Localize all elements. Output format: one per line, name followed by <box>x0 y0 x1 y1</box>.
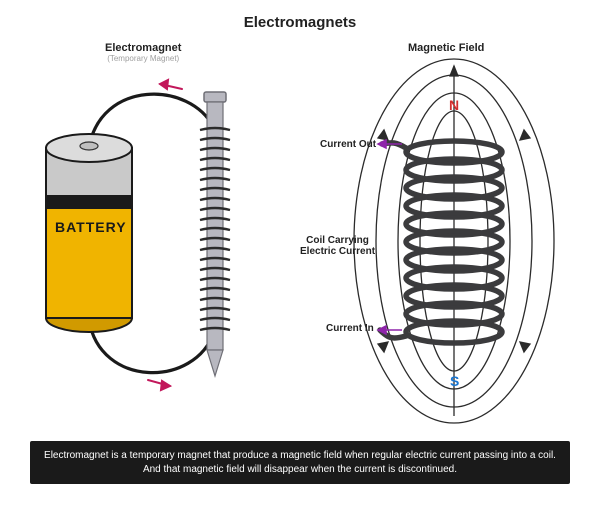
south-pole-label: S <box>450 373 459 389</box>
label-coil: Coil Carrying Electric Current <box>300 235 375 257</box>
battery: BATTERY <box>46 134 132 332</box>
current-arrow-top <box>160 80 182 89</box>
caption-line1: Electromagnet is a temporary magnet that… <box>44 450 556 461</box>
left-heading: Electromagnet (Temporary Magnet) <box>105 42 181 63</box>
label-coil-line2: Electric Current <box>300 246 375 257</box>
battery-label: BATTERY <box>55 219 127 235</box>
caption-box: Electromagnet is a temporary magnet that… <box>30 441 570 484</box>
current-arrow-bottom <box>148 380 170 390</box>
caption-line2: And that magnetic field will disappear w… <box>143 464 457 475</box>
left-heading-text: Electromagnet <box>105 42 181 54</box>
label-current-out: Current Out <box>320 139 376 150</box>
nail <box>204 92 226 376</box>
left-subheading-text: (Temporary Magnet) <box>105 54 181 63</box>
magnetic-field-lines <box>354 59 554 423</box>
label-coil-line1: Coil Carrying <box>306 235 369 246</box>
label-current-in: Current In <box>326 323 374 334</box>
north-pole-label: N <box>449 97 459 113</box>
main-title: Electromagnets <box>0 14 600 31</box>
right-heading: Magnetic Field <box>408 42 484 54</box>
